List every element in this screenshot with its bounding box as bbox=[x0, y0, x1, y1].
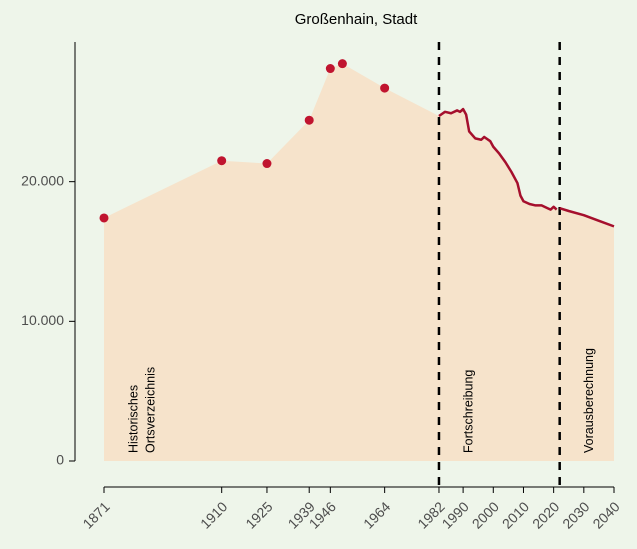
annotation: Ortsverzeichnis bbox=[143, 367, 157, 453]
x-tick-label: 2000 bbox=[469, 498, 502, 531]
x-tick-label: 1871 bbox=[79, 498, 112, 531]
x-tick-label: 1910 bbox=[197, 498, 230, 531]
point bbox=[337, 59, 347, 69]
area bbox=[104, 63, 614, 461]
x-tick-label: 1964 bbox=[360, 498, 393, 531]
x-tick-label: 2020 bbox=[529, 498, 562, 531]
point bbox=[262, 159, 272, 169]
x-tick-label: 2030 bbox=[559, 498, 592, 531]
point bbox=[217, 156, 227, 166]
y-tick-label: 0 bbox=[56, 452, 64, 468]
annotation: Fortschreibung bbox=[461, 370, 475, 453]
chart-title: Großenhain, Stadt bbox=[295, 11, 418, 28]
point bbox=[325, 64, 335, 74]
x-tick-label: 2040 bbox=[589, 498, 622, 531]
x-tick-label: 2010 bbox=[499, 498, 532, 531]
y-tick-label: 20.000 bbox=[21, 172, 64, 188]
point bbox=[380, 83, 390, 93]
line bbox=[559, 207, 615, 228]
annotation: Vorausberechnung bbox=[582, 348, 596, 453]
x-tick-label: 1990 bbox=[439, 498, 472, 531]
point bbox=[99, 213, 109, 223]
line bbox=[438, 107, 558, 211]
annotation: Historisches bbox=[126, 385, 140, 453]
y-tick-label: 10.000 bbox=[21, 312, 64, 328]
x-tick-label: 1925 bbox=[242, 498, 275, 531]
point bbox=[304, 115, 314, 125]
